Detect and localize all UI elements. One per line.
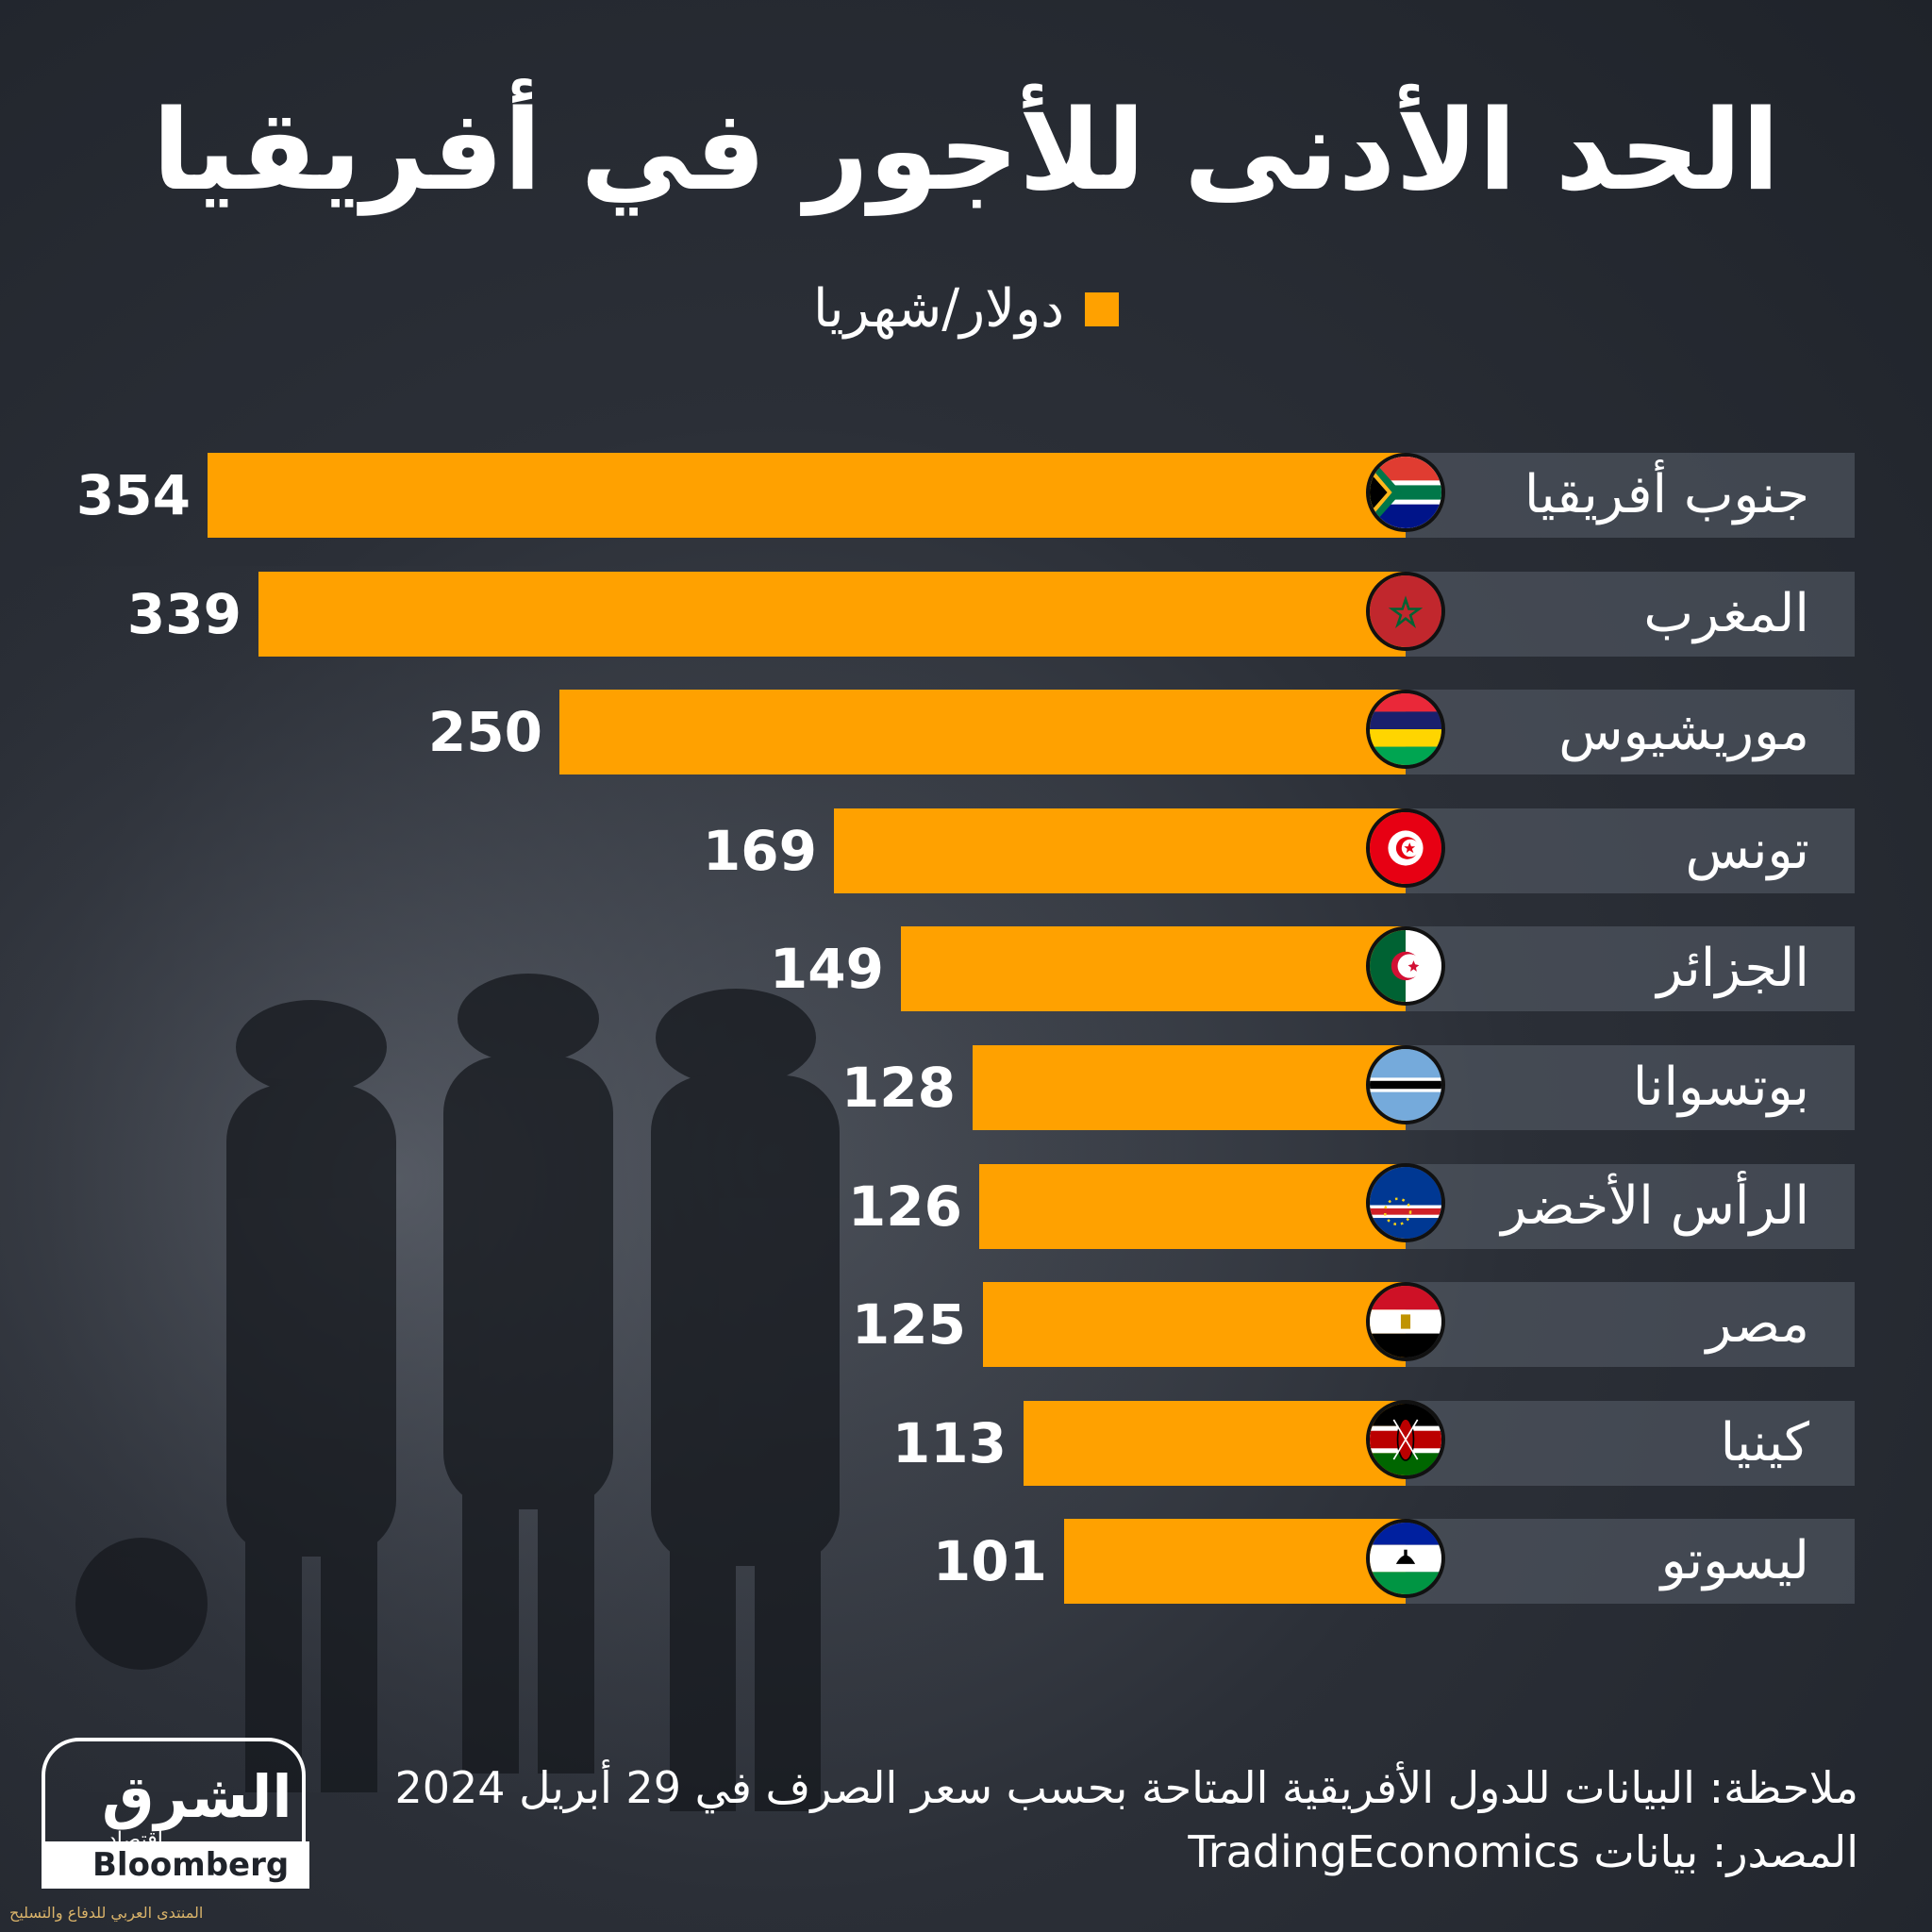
category-label: تونس [1685,820,1810,881]
bar [1024,1401,1406,1486]
bar [559,690,1406,774]
egypt-flag-icon [1366,1282,1445,1361]
category-label: كينيا [1720,1412,1809,1474]
legend: دولار/شهريا [0,278,1932,340]
row-label-bg [1404,453,1855,538]
row-label-bg [1404,1519,1855,1604]
bar-value-label: 339 [126,582,242,646]
bar-value-label: 101 [932,1529,1047,1593]
bar [208,453,1406,538]
watermark: المنتدى العربي للدفاع والتسليح [9,1904,204,1922]
bar-value-label: 169 [702,819,817,883]
bar-value-label: 354 [75,463,191,527]
footnote: ملاحظة: البيانات للدول الأفريقية المتاحة… [394,1762,1858,1813]
legend-label: دولار/شهريا [812,278,1065,340]
tunisia-flag-icon [1366,808,1445,888]
legend-swatch [1085,291,1120,326]
lesotho-flag-icon [1366,1519,1445,1598]
category-label: بوتسوانا [1632,1057,1809,1118]
bar-value-label: 126 [847,1174,962,1239]
category-label: المغرب [1643,583,1809,644]
south-africa-flag-icon [1366,453,1445,532]
category-label: جنوب أفريقيا [1524,464,1809,525]
asharq-logo: الشرق اقتصاد مع Bloomberg [42,1738,309,1889]
bar [979,1164,1406,1249]
row-label-bg [1404,926,1855,1011]
row-label-bg [1404,690,1855,774]
bar-value-label: 128 [841,1056,956,1120]
bar [1064,1519,1406,1604]
category-label: موريشيوس [1558,701,1809,762]
bar [901,926,1406,1011]
row-label-bg [1404,1282,1855,1367]
chart-title: الحد الأدنى للأجور في أفريقيا [152,85,1780,215]
morocco-flag-icon [1366,572,1445,651]
logo-main-text: الشرق [102,1762,292,1831]
row-label-bg [1404,1401,1855,1486]
logo-bloomberg-text: Bloomberg [45,1841,309,1889]
bar-value-label: 113 [891,1411,1007,1475]
cape-verde-flag-icon [1366,1163,1445,1242]
bar [973,1045,1406,1130]
row-label-bg [1404,1164,1855,1249]
category-label: الرأس الأخضر [1501,1175,1809,1237]
bar [258,572,1406,657]
row-label-bg [1404,572,1855,657]
mauritius-flag-icon [1366,690,1445,769]
source: المصدر: بيانات TradingEconomics [1188,1826,1858,1877]
kenya-flag-icon [1366,1400,1445,1479]
bar [834,808,1406,893]
botswana-flag-icon [1366,1045,1445,1124]
algeria-flag-icon [1366,926,1445,1006]
bar-value-label: 149 [769,937,884,1001]
bar-value-label: 125 [851,1292,966,1357]
category-label: ليسوتو [1660,1530,1809,1591]
category-label: الجزائر [1657,938,1809,999]
bar [983,1282,1406,1367]
row-label-bg [1404,808,1855,893]
category-label: مصر [1706,1293,1809,1355]
bar-value-label: 250 [427,700,542,764]
row-label-bg [1404,1045,1855,1130]
